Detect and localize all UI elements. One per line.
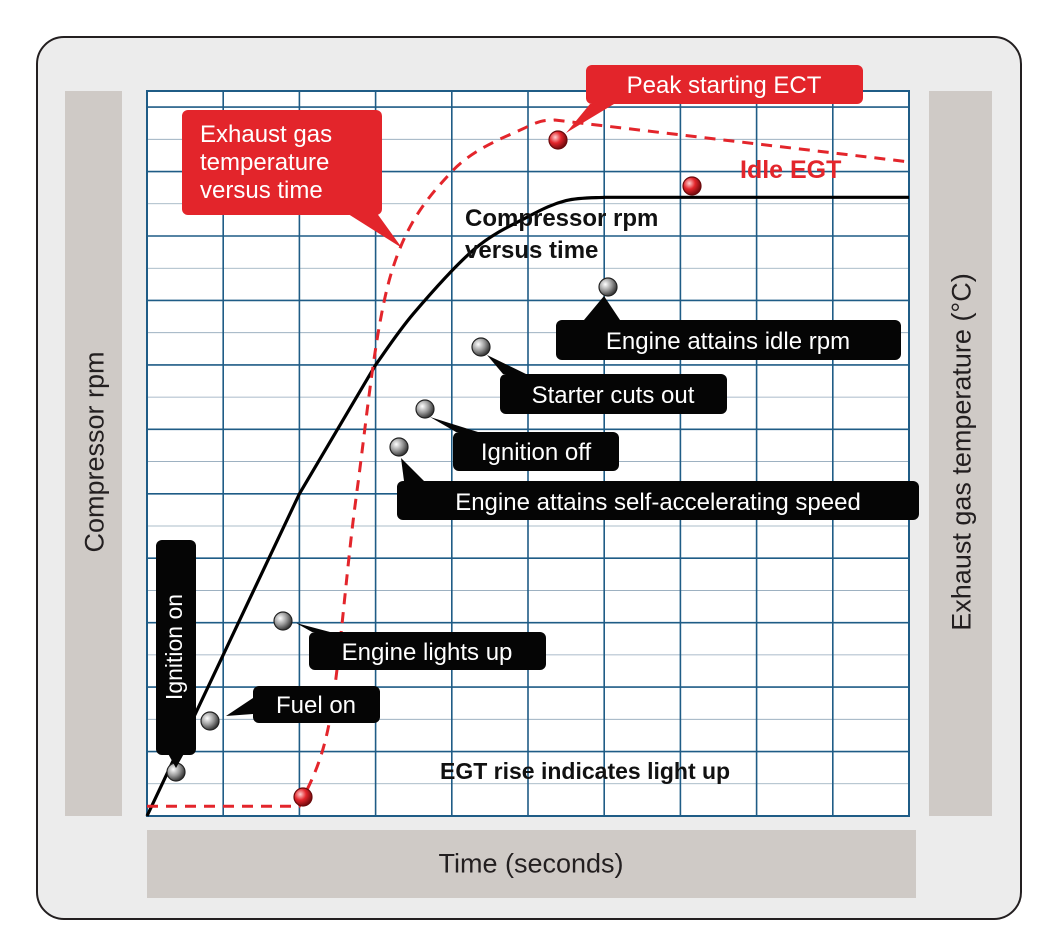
annotation-peak-ect-text: Peak starting ECT [627, 72, 822, 99]
annotation-ignition-on: Ignition on [156, 540, 196, 768]
annotation-self-accelerating-text: Engine attains self-accelerating speed [455, 489, 861, 516]
annotation-starter-cuts-out-box [500, 374, 727, 414]
annotation-peak-ect-pointer [566, 104, 614, 133]
y2-axis-band [929, 91, 992, 816]
annotation-self-accelerating: Engine attains self-accelerating speed [397, 458, 919, 520]
annotation-egt-vs-time-line: Exhaust gas [200, 121, 332, 148]
annotation-ignition-off: Ignition off [430, 417, 619, 471]
x-axis-label: Time (seconds) [438, 848, 624, 879]
annotation-egt-rise: EGT rise indicates light up [440, 758, 730, 784]
marker-gray [273, 611, 293, 631]
annotation-fuel-on: Fuel on [226, 686, 380, 723]
annotation-idle-rpm: Engine attains idle rpm [556, 296, 901, 360]
annotation-layer: Ignition on Fuel on Engine lights up Engine… [156, 65, 919, 784]
annotation-starter-cuts-out-pointer [487, 355, 526, 374]
marker-gray [389, 437, 409, 457]
annotation-ignition-on-text: Ignition on [161, 594, 187, 700]
annotation-egt-vs-time-line: versus time [200, 177, 323, 204]
annotation-fuel-on-pointer [226, 698, 253, 716]
marker-red [293, 787, 313, 807]
series-layer [145, 118, 910, 817]
annotation-engine-lights-up: Engine lights up [296, 623, 546, 670]
marker-gray [471, 337, 491, 357]
annotation-egt-vs-time-line: temperature [200, 149, 329, 176]
annotation-egt-vs-time-pointer [345, 212, 402, 248]
x-axis-band [147, 830, 916, 898]
annotation-idle-egt: Idle EGT [740, 156, 841, 184]
annotation-peak-ect-box [586, 65, 863, 104]
marker-gray [598, 277, 618, 297]
annotation-engine-lights-up-box [309, 632, 546, 670]
annotation-fuel-on-box [253, 686, 380, 723]
annotation-engine-lights-up-pointer [296, 623, 330, 632]
annotation-ignition-off-text: Ignition off [481, 439, 592, 466]
annotation-ignition-off-box [453, 432, 619, 471]
annotation-self-accelerating-pointer [401, 458, 424, 481]
annotation-idle-rpm-text: Engine attains idle rpm [606, 328, 850, 355]
annotation-engine-lights-up-text: Engine lights up [342, 639, 513, 666]
annotation-peak-ect: Peak starting ECT [566, 65, 863, 133]
marker-gray [200, 711, 220, 731]
series-line-egt [147, 118, 910, 808]
annotation-fuel-on-text: Fuel on [276, 692, 356, 719]
annotation-self-accelerating-box [397, 481, 919, 520]
marker-red [548, 130, 568, 150]
annotation-idle-rpm-pointer [584, 296, 620, 320]
annotation-idle-rpm-box [556, 320, 901, 360]
annotation-egt-vs-time-box [182, 110, 382, 215]
plot-border [146, 90, 910, 817]
marker-layer [166, 130, 702, 807]
annotation-starter-cuts-out: Starter cuts out [487, 355, 727, 414]
annotation-rpm-vs-time-line: versus time [465, 237, 598, 264]
y-axis-band [65, 91, 122, 816]
annotation-ignition-off-pointer [430, 417, 478, 432]
series-line-rpm [145, 195, 909, 817]
annotation-ignition-on-box [156, 540, 196, 755]
marker-red [682, 176, 702, 196]
annotation-rpm-vs-time-line: Compressor rpm [465, 205, 658, 232]
annotation-starter-cuts-out-text: Starter cuts out [532, 382, 695, 409]
marker-gray [415, 399, 435, 419]
